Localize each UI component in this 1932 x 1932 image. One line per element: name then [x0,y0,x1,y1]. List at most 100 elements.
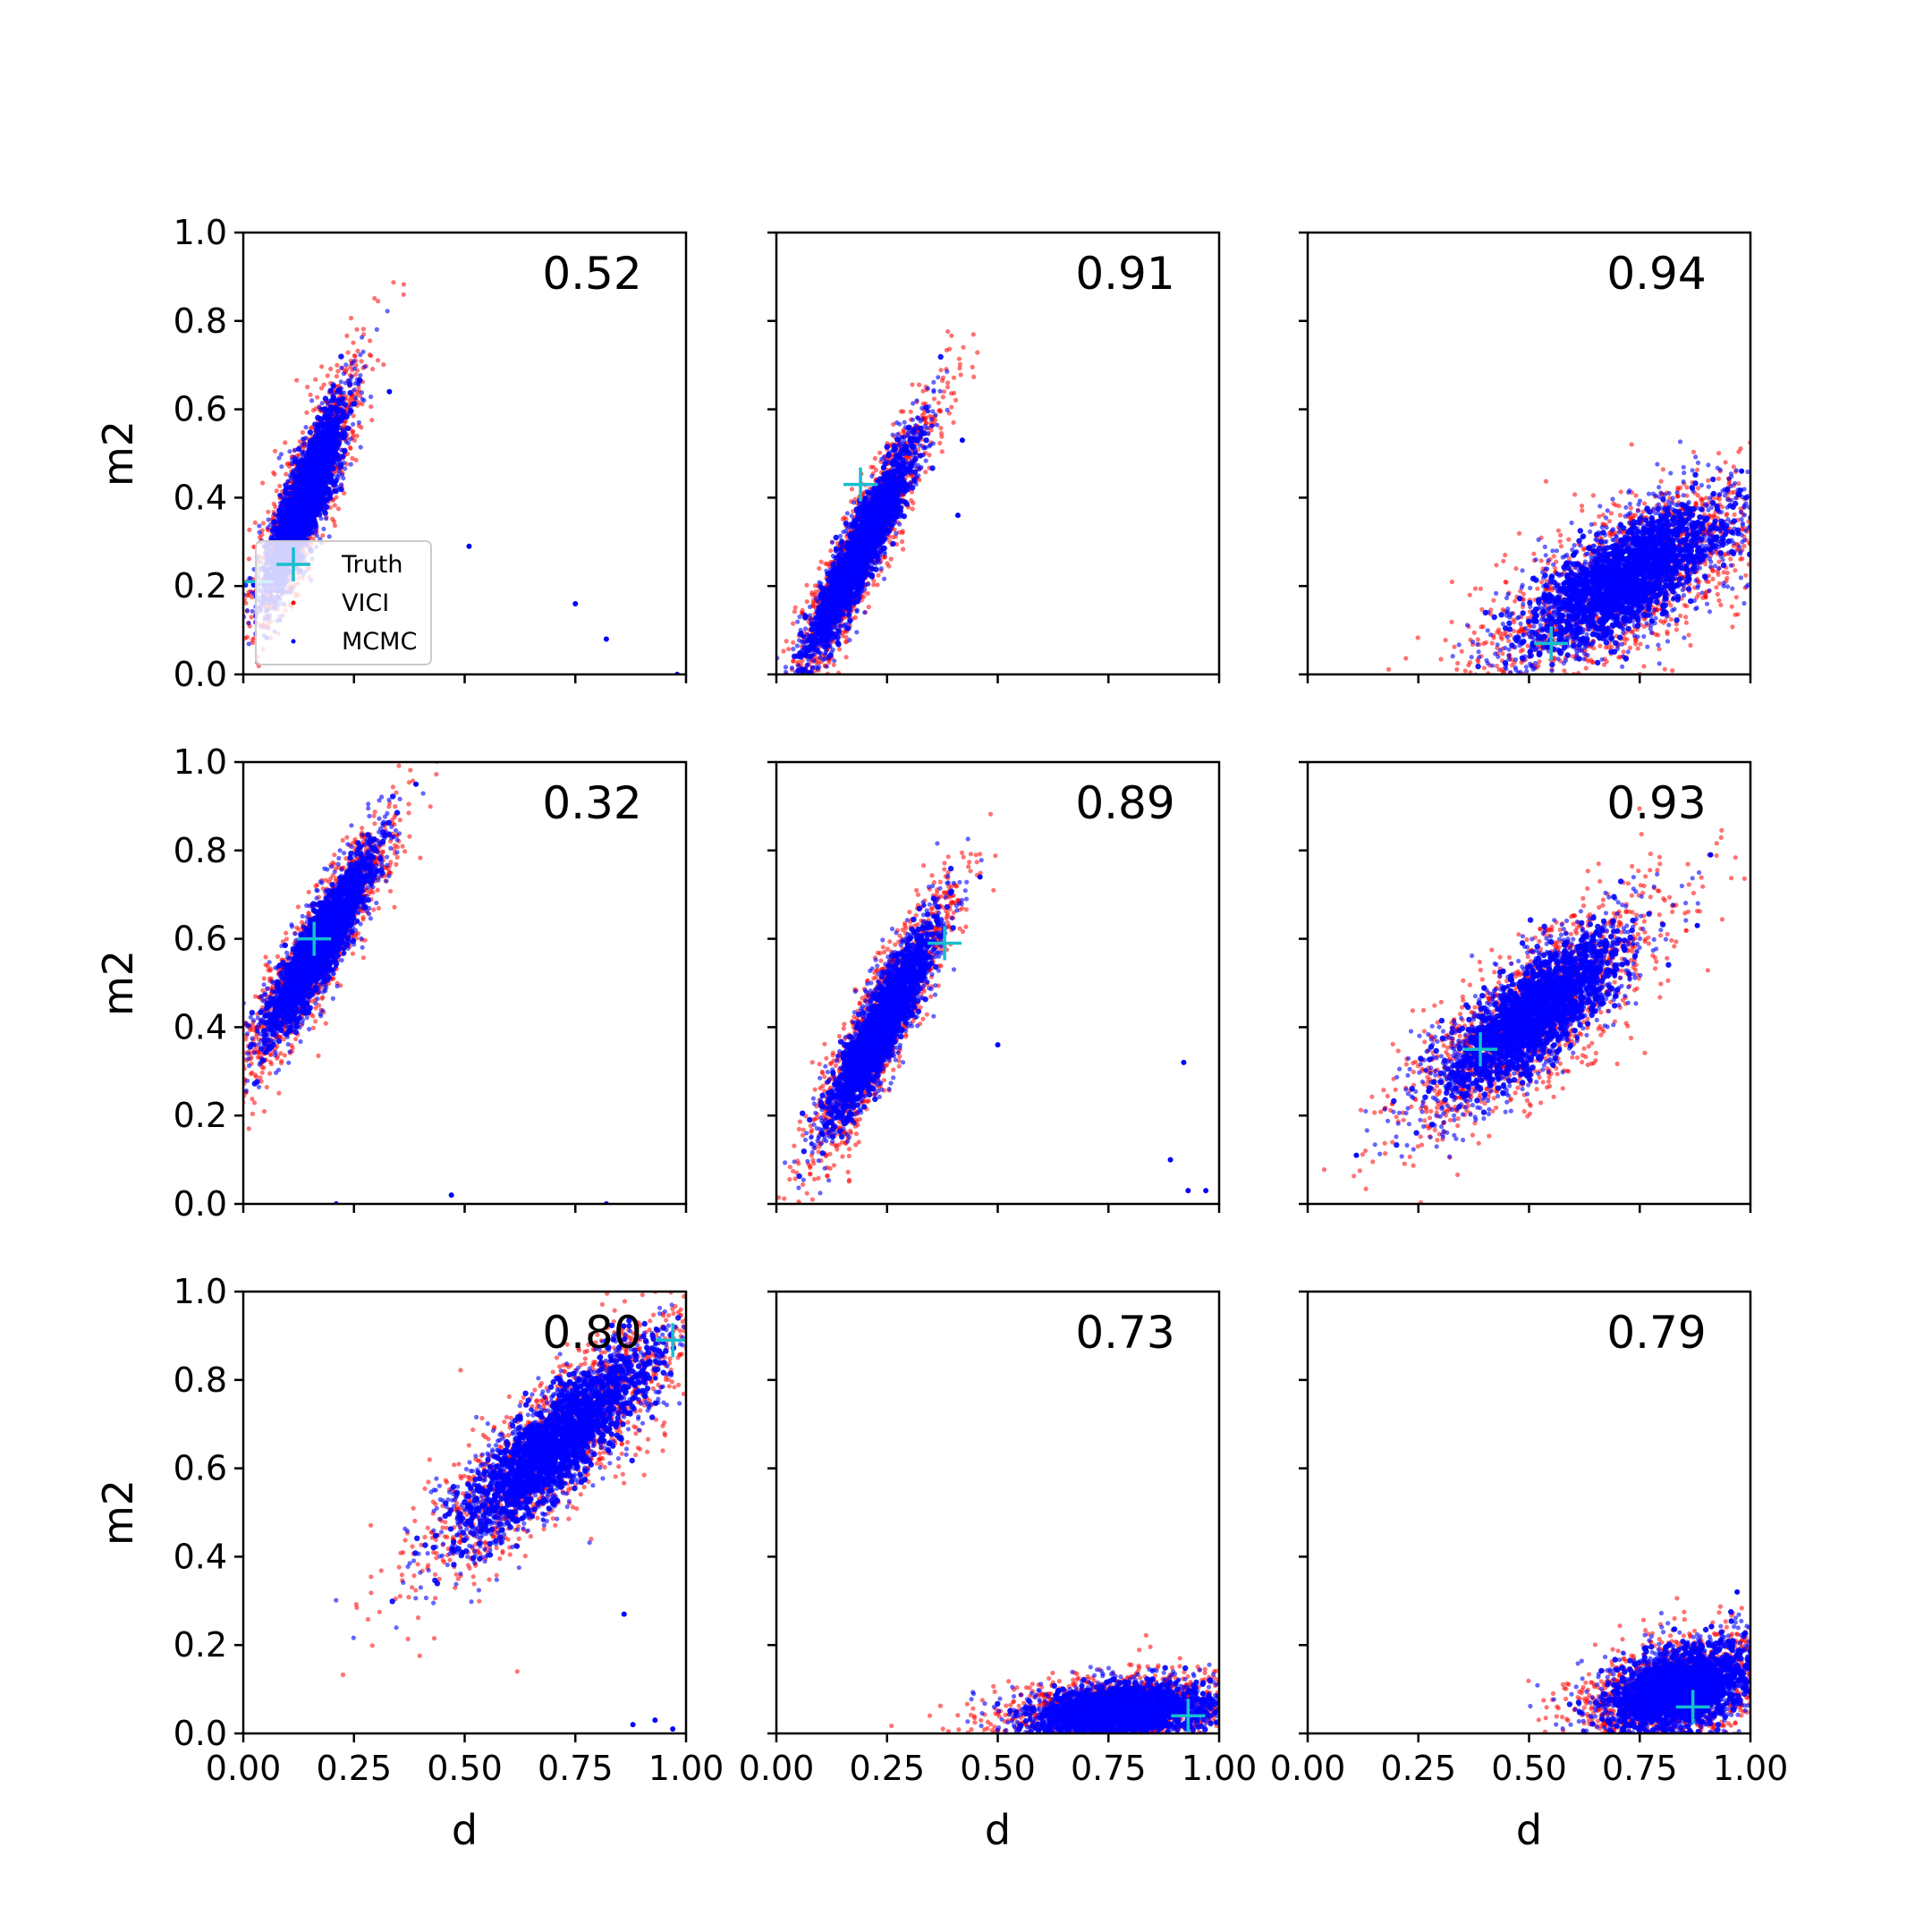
scatter-point [298,532,304,538]
scatter-point [772,696,776,700]
scatter-point [294,377,300,383]
scatter-point [243,582,249,589]
scatter-point [283,487,289,494]
scatter-point [287,449,292,454]
scatter-point [335,387,342,394]
scatter-point [789,706,793,710]
scatter-points [769,329,980,738]
scatter-point [805,680,809,684]
scatter-point [280,531,286,538]
scatter-point [330,516,335,521]
scatter-point [301,436,307,442]
scatter-point [315,394,320,400]
scatter-point [781,706,785,710]
scatter-point [299,510,305,516]
scatter-point [782,707,786,711]
scatter-point [338,379,343,385]
scatter-point [951,375,957,380]
scatter-point [295,445,302,453]
scatter-point [309,494,315,501]
scatter-point [352,401,358,407]
scatter-point [307,453,314,460]
scatter-point [320,533,326,538]
scatter-point [305,385,310,390]
scatter-point [336,418,343,424]
scatter-point [250,589,255,596]
legend-label: VICI [342,589,389,617]
legend-box [255,540,432,665]
legend-label: Truth [341,551,402,579]
scatter-point [335,369,341,374]
scatter-point [296,459,302,466]
scatter-point [849,487,855,492]
scatter-point [792,605,798,610]
scatter-point [318,478,324,484]
scatter-point [312,467,318,474]
scatter-point [322,428,328,436]
scatter-point [340,472,345,478]
scatter-point [274,488,279,494]
scatter-point [342,447,348,453]
scatter-point [328,366,334,372]
scatter-point [376,299,381,304]
scatter-point [788,685,792,690]
scatter-point [326,471,333,479]
scatter-point [352,372,359,377]
scatter-point [334,406,340,412]
scatter-point [769,733,774,738]
scatter-point [303,425,309,430]
scatter-point [322,406,329,412]
scatter-point [266,517,271,522]
scatter-point [308,426,314,431]
scatter-point [250,640,256,646]
scatter-point [347,390,353,396]
scatter-point [356,400,362,405]
panel-annotation: 0.52 [542,248,641,300]
scatter-point [334,374,339,379]
outlier-point [603,636,609,642]
scatter-point [326,534,332,539]
scatter-point [260,521,266,526]
scatter-point [335,440,342,447]
scatter-point [786,647,792,652]
scatter-point [343,380,348,386]
scatter-point [296,463,302,470]
scatter-point [348,462,353,467]
scatter-point [292,483,298,489]
scatter-point [369,404,374,410]
scatter-point [316,430,323,436]
scatter-point [301,492,308,498]
scatter-point [324,516,329,521]
scatter-point [369,353,374,359]
scatter-point [339,482,344,487]
scatter-point [775,694,780,699]
scatter-point [295,488,301,495]
scatter-point [315,422,322,428]
scatter-point [300,429,305,436]
scatter-point [307,449,313,455]
scatter-point [338,462,344,468]
scatter-point [797,675,801,680]
panel-2: 0.91 [767,231,1221,738]
scatter-point [343,362,349,368]
scatter-point [290,470,296,477]
scatter-point [287,478,292,483]
scatter-point [292,520,299,526]
scatter-point [355,348,360,353]
scatter-point [923,470,928,475]
scatter-point [318,437,324,444]
scatter-point [842,515,847,521]
scatter-point [296,502,302,508]
scatter-point [318,516,324,521]
scatter-point [372,295,377,301]
scatter-point [271,470,276,475]
outlier-point [572,600,579,606]
scatter-point [284,462,290,467]
scatter-point [804,582,809,588]
scatter-point [326,414,332,420]
scatter-point [334,423,340,429]
scatter-point [788,702,792,707]
scatter-point [347,445,353,450]
scatter-point [301,475,308,481]
